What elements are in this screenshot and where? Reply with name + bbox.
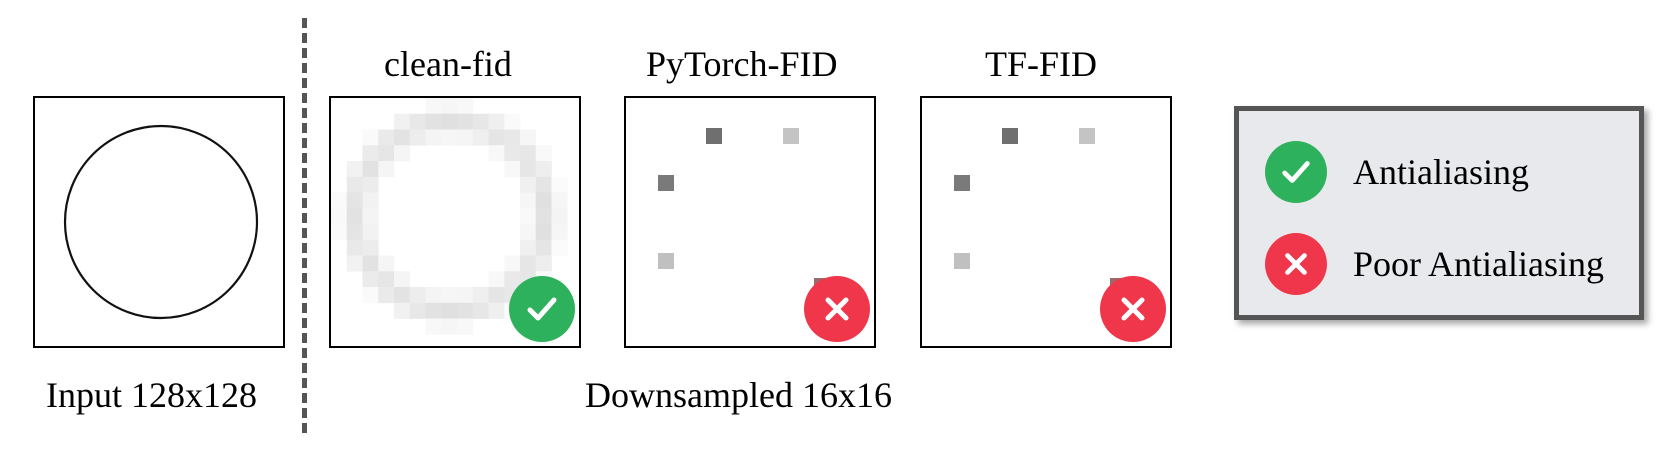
cross-icon: [825, 297, 849, 321]
pytorch-fid-status-badge: [804, 276, 870, 342]
input-image-panel: [33, 96, 285, 348]
legend-good-label: Antialiasing: [1353, 152, 1529, 192]
clean-fid-downsampled-image: [331, 98, 568, 335]
legend-box: Antialiasing Poor Antialiasing: [1234, 106, 1644, 320]
pytorch-fid-panel: [624, 96, 876, 348]
input-caption: Input 128x128: [46, 375, 257, 415]
legend-item-poor-antialiasing: Poor Antialiasing: [1265, 233, 1604, 295]
legend-bad-label: Poor Antialiasing: [1353, 244, 1604, 284]
input-circle-image: [63, 124, 259, 320]
tf-fid-panel: [920, 96, 1172, 348]
dashed-divider: [302, 18, 307, 433]
clean-fid-status-badge: [509, 276, 575, 342]
legend-good-badge: [1265, 141, 1327, 203]
downsampled-caption: Downsampled 16x16: [585, 375, 892, 415]
tf-fid-status-badge: [1100, 276, 1166, 342]
cross-icon: [1285, 253, 1307, 275]
clean-fid-panel: [329, 96, 581, 348]
check-icon: [527, 297, 557, 321]
legend-bad-badge: [1265, 233, 1327, 295]
pytorch-fid-title: PyTorch-FID: [646, 44, 838, 84]
check-icon: [1282, 161, 1310, 183]
clean-fid-title: clean-fid: [384, 44, 512, 84]
cross-icon: [1121, 297, 1145, 321]
legend-item-antialiasing: Antialiasing: [1265, 141, 1529, 203]
tf-fid-title: TF-FID: [985, 44, 1098, 84]
